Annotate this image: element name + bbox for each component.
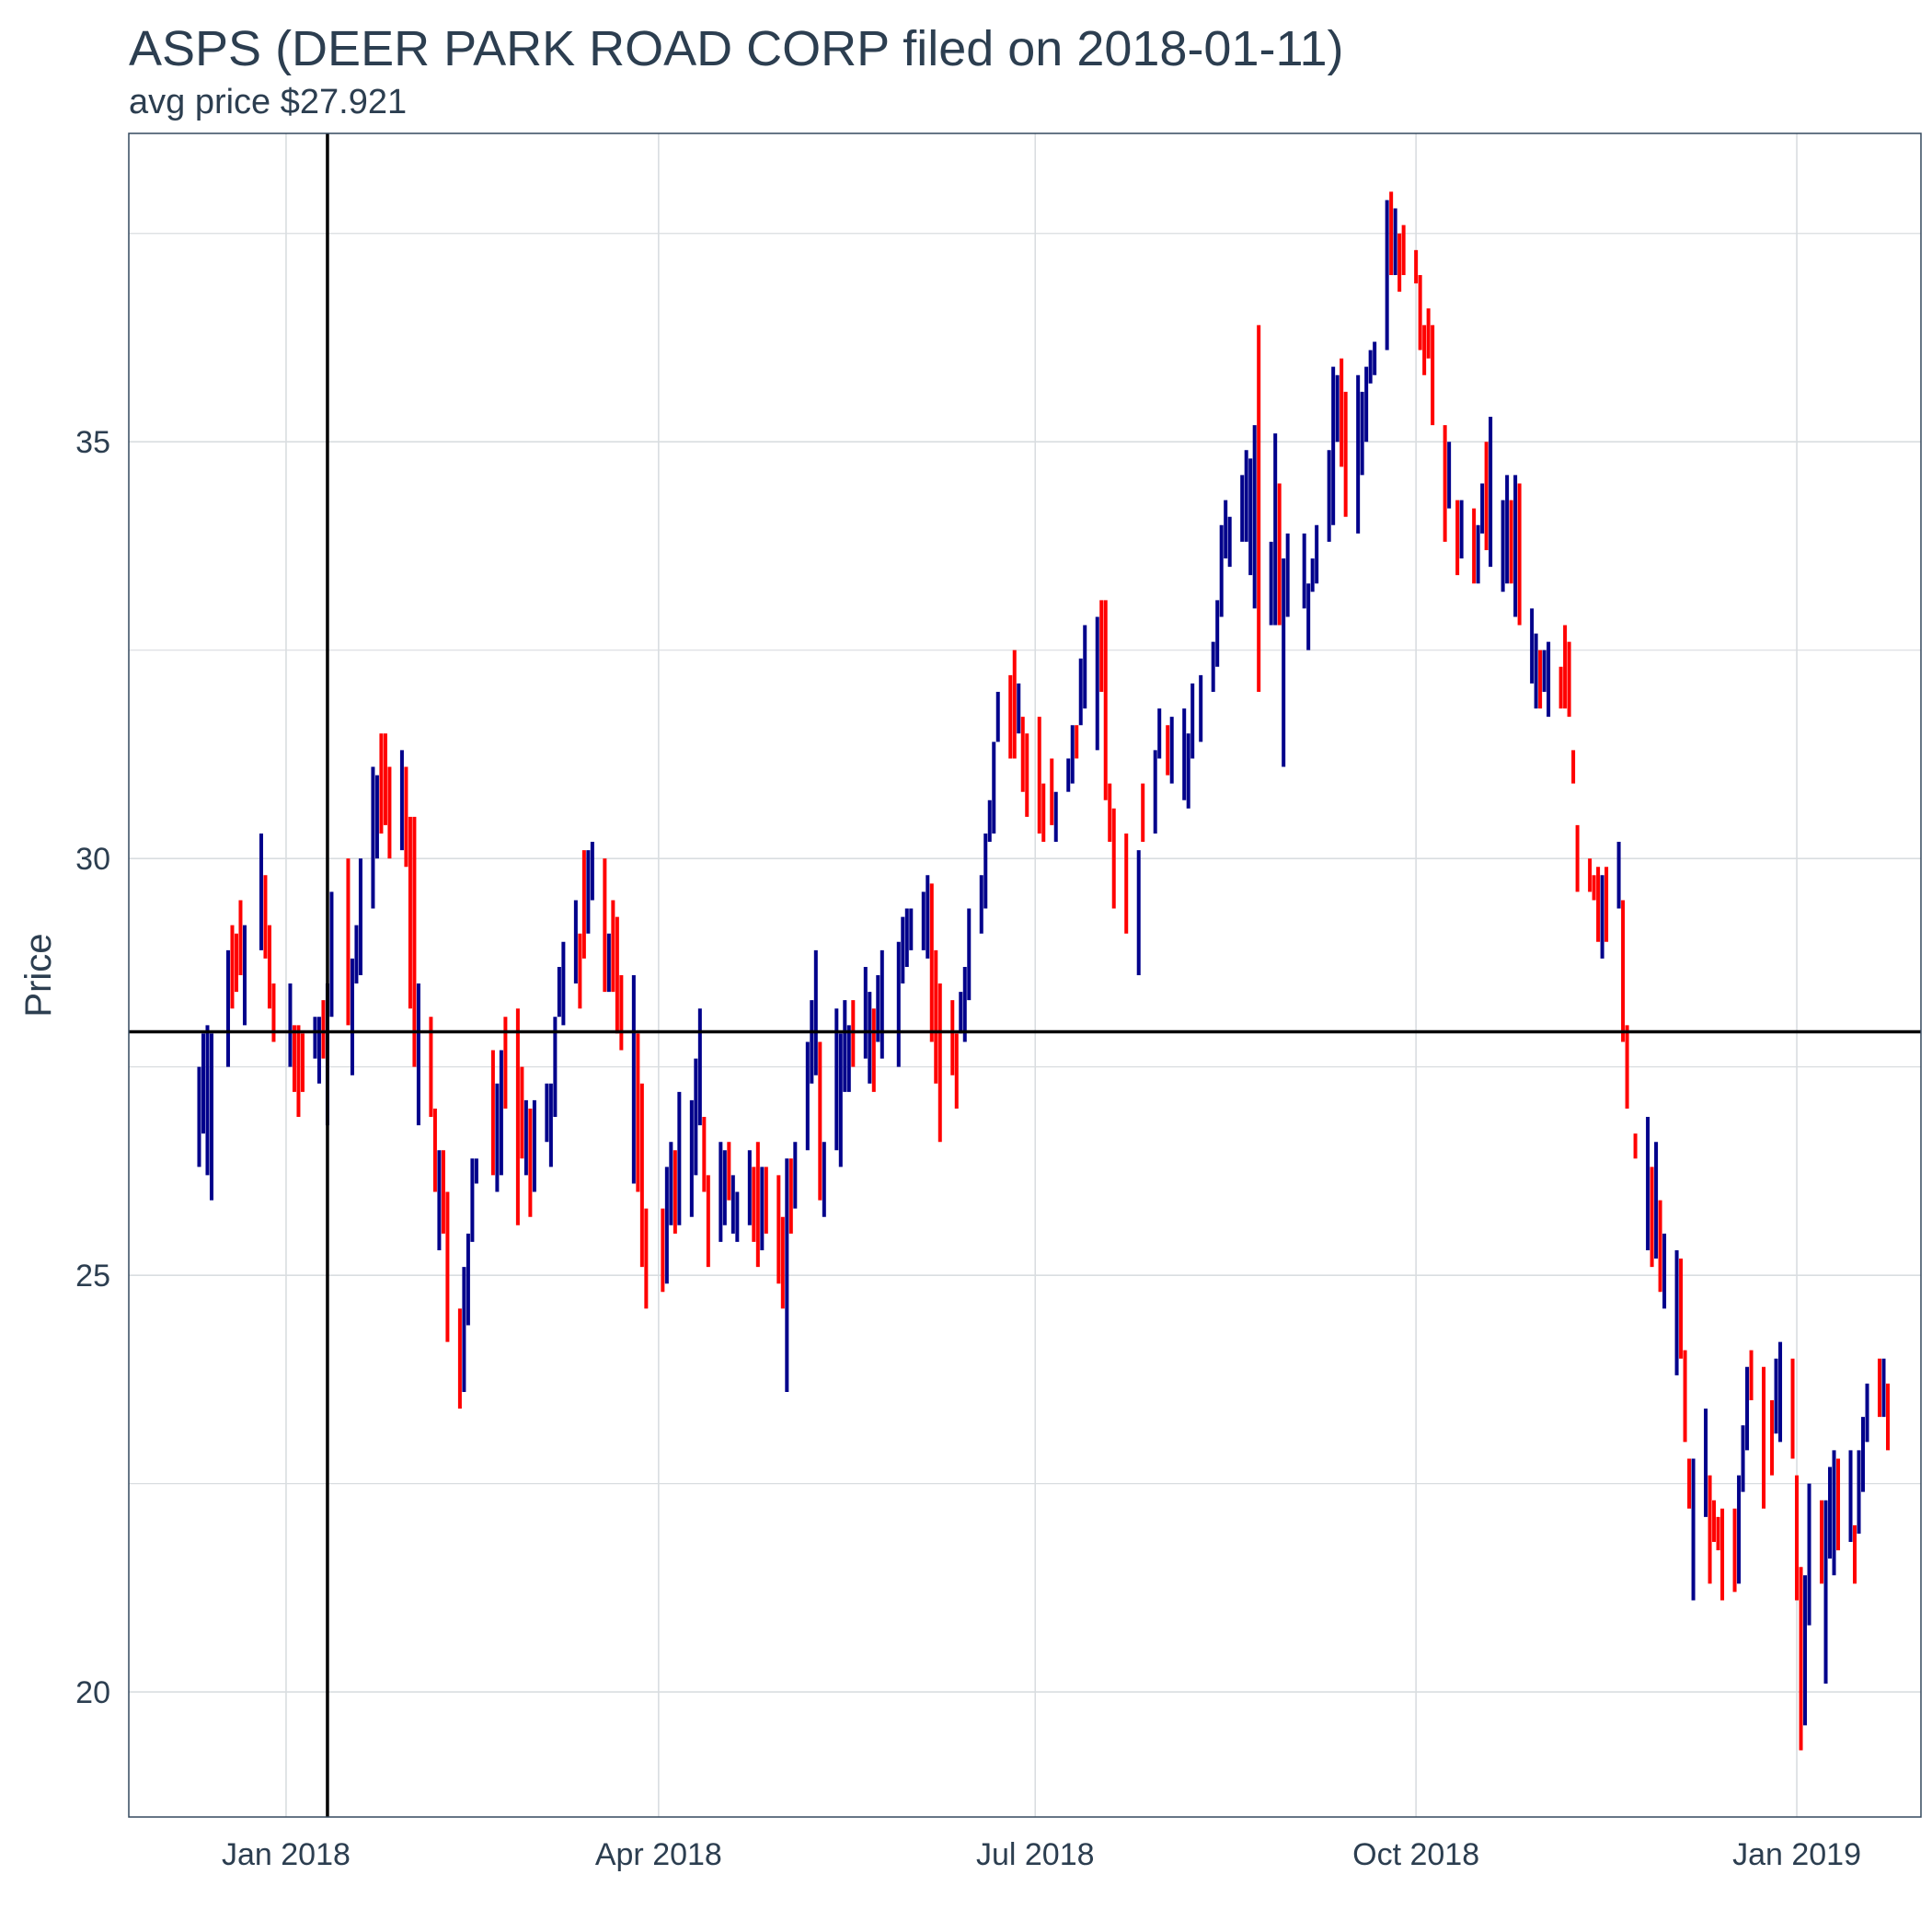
reference-lines [129, 133, 1921, 1817]
y-tick-label: 20 [75, 1675, 110, 1710]
x-tick-label: Jul 2018 [976, 1837, 1095, 1872]
y-tick-label: 30 [75, 842, 110, 877]
x-tick-label: Apr 2018 [595, 1837, 722, 1872]
chart-subtitle: avg price $27.921 [129, 83, 408, 121]
x-tick-label: Oct 2018 [1352, 1837, 1479, 1872]
y-axis-title: Price [18, 933, 59, 1017]
axis-labels: 20 25 30 35 Jan 2018 Apr 2018 Jul 2018 Oct 2018… [75, 425, 1861, 1872]
chart-title: ASPS (DEER PARK ROAD CORP filed on 2018-… [129, 21, 1344, 76]
y-tick-label: 25 [75, 1259, 110, 1294]
plot-panel-border [128, 132, 1922, 1818]
grid-lines [129, 133, 1921, 1817]
x-tick-label: Jan 2019 [1732, 1837, 1861, 1872]
ohlc-bars [197, 191, 1891, 1751]
y-tick-label: 35 [75, 425, 110, 460]
x-tick-label: Jan 2018 [222, 1837, 351, 1872]
